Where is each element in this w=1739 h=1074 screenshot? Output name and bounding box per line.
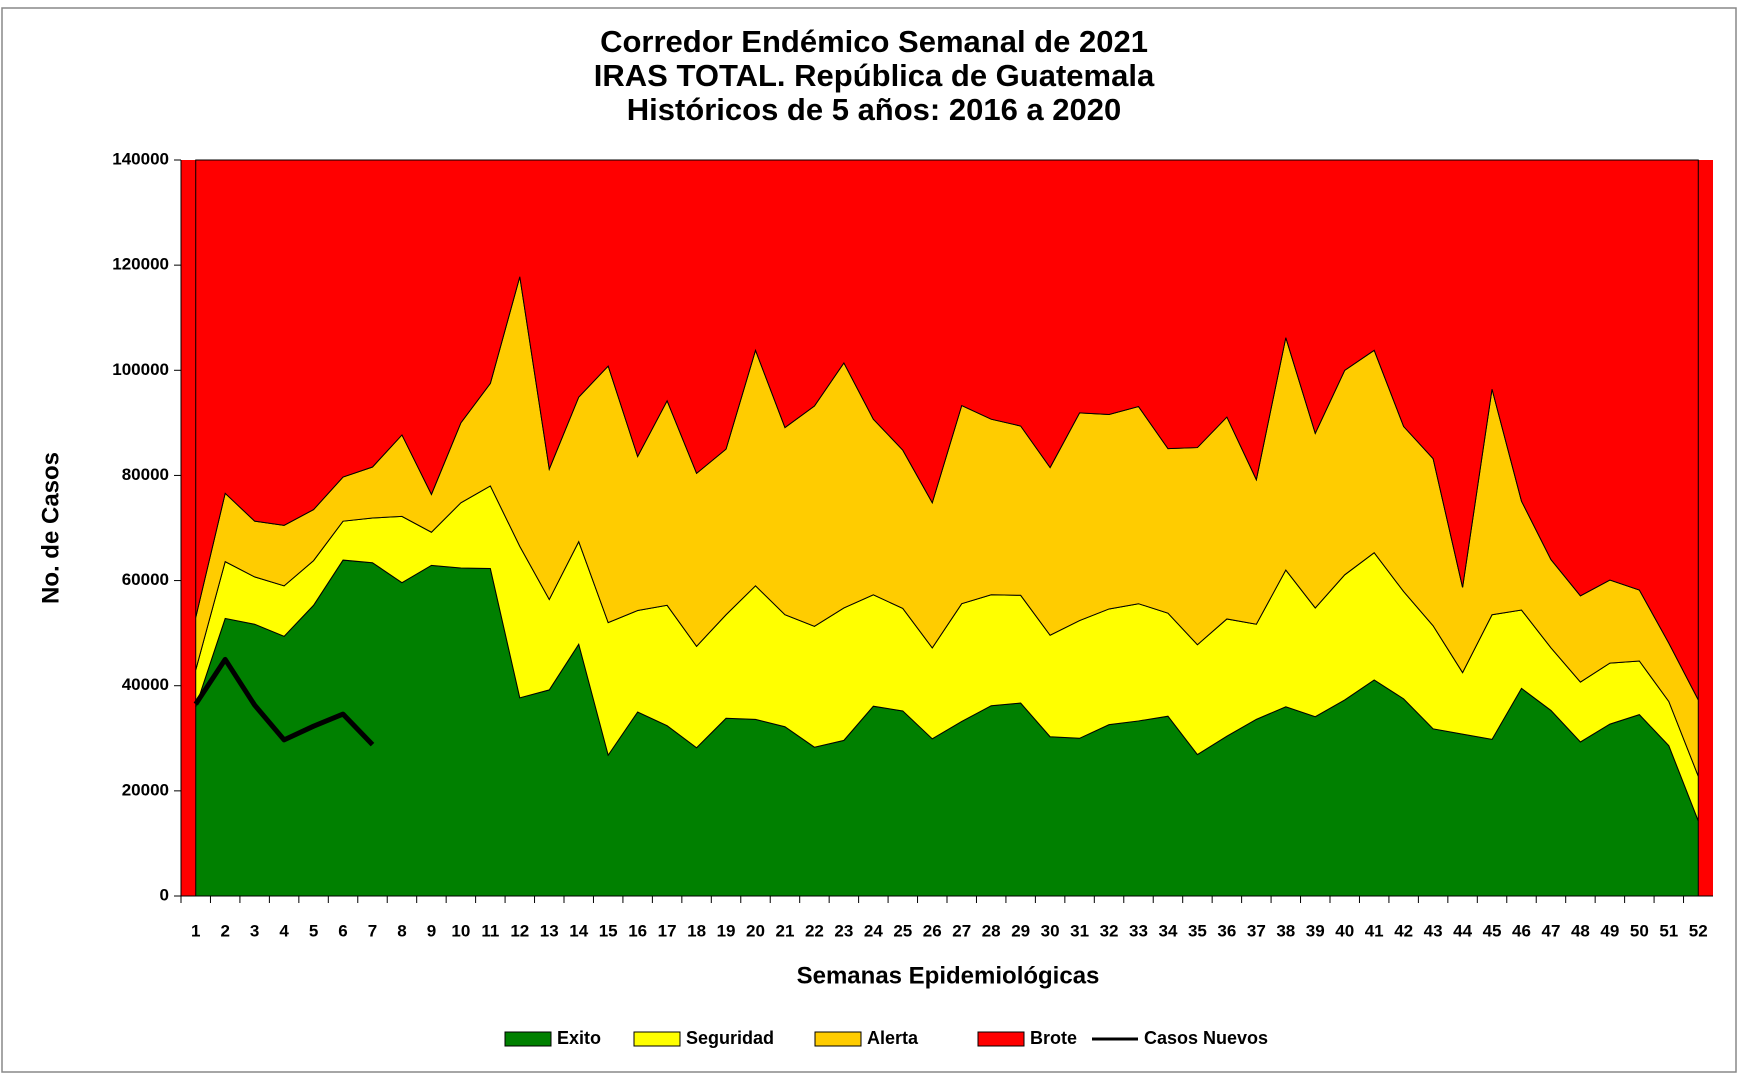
area <box>195 159 1699 701</box>
x-tick-label: 11 <box>481 921 499 940</box>
x-tick-label: 13 <box>540 921 559 940</box>
y-axis-label: No. de Casos <box>37 452 64 604</box>
x-tick-label: 21 <box>776 921 795 940</box>
y-tick-label: 140000 <box>112 149 169 168</box>
y-tick-label: 120000 <box>112 255 169 274</box>
x-tick-label: 2 <box>220 921 229 940</box>
x-tick-label: 51 <box>1659 921 1678 940</box>
x-tick-label: 32 <box>1100 921 1119 940</box>
x-tick-label: 34 <box>1159 921 1178 940</box>
x-tick-label: 47 <box>1542 921 1561 940</box>
x-tick-label: 33 <box>1129 921 1148 940</box>
y-tick-label: 80000 <box>122 465 169 484</box>
x-tick-label: 40 <box>1335 921 1354 940</box>
legend-label: Alerta <box>867 1028 919 1048</box>
x-tick-label: 24 <box>864 921 883 940</box>
legend-label: Brote <box>1030 1028 1077 1048</box>
x-tick-label: 6 <box>338 921 347 940</box>
legend-swatch <box>504 1031 552 1047</box>
x-tick-label: 25 <box>893 921 912 940</box>
x-tick-label: 49 <box>1600 921 1619 940</box>
x-tick-label: 19 <box>717 921 736 940</box>
x-tick-label: 52 <box>1689 921 1708 940</box>
x-tick-label: 12 <box>510 921 529 940</box>
chart-title: Históricos de 5 años: 2016 a 2020 <box>627 92 1122 127</box>
line <box>193 656 375 747</box>
x-tick-label: 38 <box>1276 921 1295 940</box>
x-tick-label: 41 <box>1365 921 1384 940</box>
x-tick-label: 17 <box>658 921 677 940</box>
x-tick-label: 26 <box>923 921 942 940</box>
x-tick-label: 44 <box>1453 921 1472 940</box>
x-tick-label: 8 <box>397 921 406 940</box>
x-tick-label: 4 <box>279 921 289 940</box>
x-tick-label: 5 <box>309 921 318 940</box>
y-tick-label: 20000 <box>122 780 169 799</box>
legend-swatch <box>814 1031 862 1047</box>
y-tick-label: 100000 <box>112 360 169 379</box>
x-tick-label: 18 <box>687 921 706 940</box>
legend-label: Seguridad <box>686 1028 774 1048</box>
x-tick-label: 9 <box>427 921 436 940</box>
x-tick-label: 36 <box>1217 921 1236 940</box>
x-axis-label: Semanas Epidemiológicas <box>797 962 1100 989</box>
chart-title: Corredor Endémico Semanal de 2021 <box>600 24 1148 59</box>
x-tick-label: 15 <box>599 921 618 940</box>
x-tick-label: 28 <box>982 921 1001 940</box>
x-tick-label: 31 <box>1070 921 1089 940</box>
x-tick-label: 48 <box>1571 921 1590 940</box>
x-tick-label: 16 <box>628 921 647 940</box>
y-tick-label: 0 <box>160 885 169 904</box>
legend-swatch <box>633 1031 681 1047</box>
x-tick-label: 10 <box>451 921 470 940</box>
y-tick-label: 60000 <box>122 570 169 589</box>
x-tick-label: 22 <box>805 921 824 940</box>
legend-label: Casos Nuevos <box>1144 1028 1268 1048</box>
x-tick-label: 37 <box>1247 921 1266 940</box>
x-tick-label: 1 <box>191 921 200 940</box>
x-tick-label: 35 <box>1188 921 1207 940</box>
x-tick-label: 50 <box>1630 921 1649 940</box>
x-tick-label: 46 <box>1512 921 1531 940</box>
x-tick-label: 14 <box>569 921 588 940</box>
x-tick-label: 30 <box>1041 921 1060 940</box>
x-tick-label: 7 <box>368 921 377 940</box>
x-tick-label: 29 <box>1011 921 1030 940</box>
y-tick-label: 40000 <box>122 675 169 694</box>
legend-label: Exito <box>557 1028 601 1048</box>
x-tick-label: 23 <box>834 921 853 940</box>
x-tick-label: 42 <box>1394 921 1413 940</box>
x-tick-label: 3 <box>250 921 259 940</box>
chart-title: IRAS TOTAL. República de Guatemala <box>594 58 1155 93</box>
x-tick-label: 43 <box>1424 921 1443 940</box>
x-tick-label: 20 <box>746 921 765 940</box>
x-tick-label: 39 <box>1306 921 1325 940</box>
x-tick-label: 27 <box>952 921 971 940</box>
x-tick-label: 45 <box>1483 921 1502 940</box>
legend-swatch <box>977 1031 1025 1047</box>
